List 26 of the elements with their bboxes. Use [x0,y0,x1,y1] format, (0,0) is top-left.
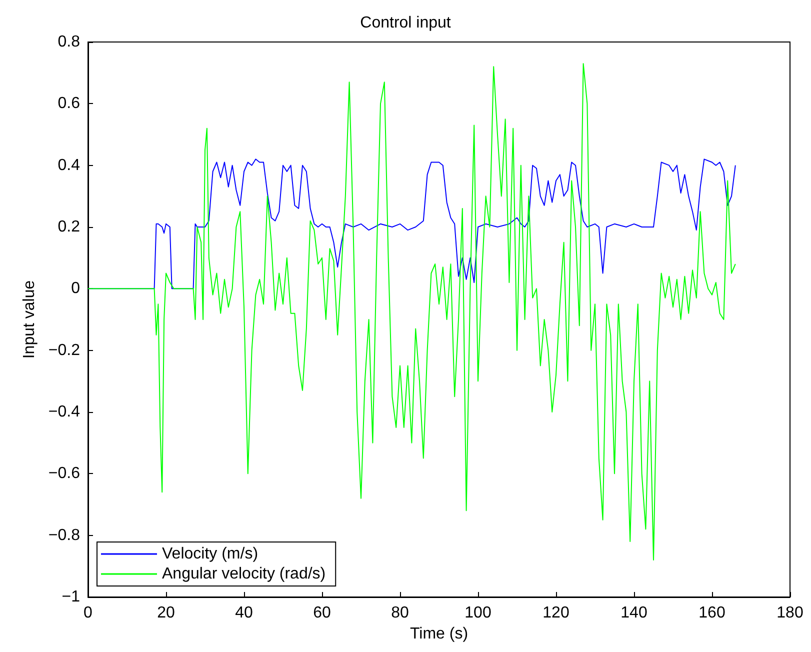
y-tick-label: 0.6 [58,95,80,112]
y-tick-label: 0.4 [58,156,80,174]
x-tick-label: 140 [620,604,648,622]
x-tick-label: 40 [235,604,253,622]
y-tick-label: 0 [71,280,80,298]
legend-label: Angular velocity (rad/s) [162,566,326,582]
x-tick-label: 0 [84,604,93,622]
x-tick-label: 120 [542,604,570,622]
chart-title: Control input [360,14,452,32]
x-tick-label: 180 [776,604,804,622]
y-tick-label: −0.4 [48,404,80,420]
y-tick-label: −0.6 [48,465,80,482]
legend-label: Velocity (m/s) [162,546,258,562]
x-tick-label: 60 [313,604,331,622]
x-tick-label: 100 [464,604,492,622]
x-tick-label: 80 [391,604,409,622]
x-tick-label: 160 [698,604,726,622]
y-tick-label: −0.2 [48,342,80,359]
x-axis-title: Time (s) [410,625,468,642]
y-axis-title: Input value [21,280,38,359]
x-tick-label: 20 [157,604,175,622]
y-tick-label: −0.8 [48,526,80,544]
y-tick-label: −1 [62,588,80,606]
y-tick-label: 0.8 [58,34,80,50]
line-series [88,63,736,560]
y-tick-label: 0.2 [58,218,80,236]
